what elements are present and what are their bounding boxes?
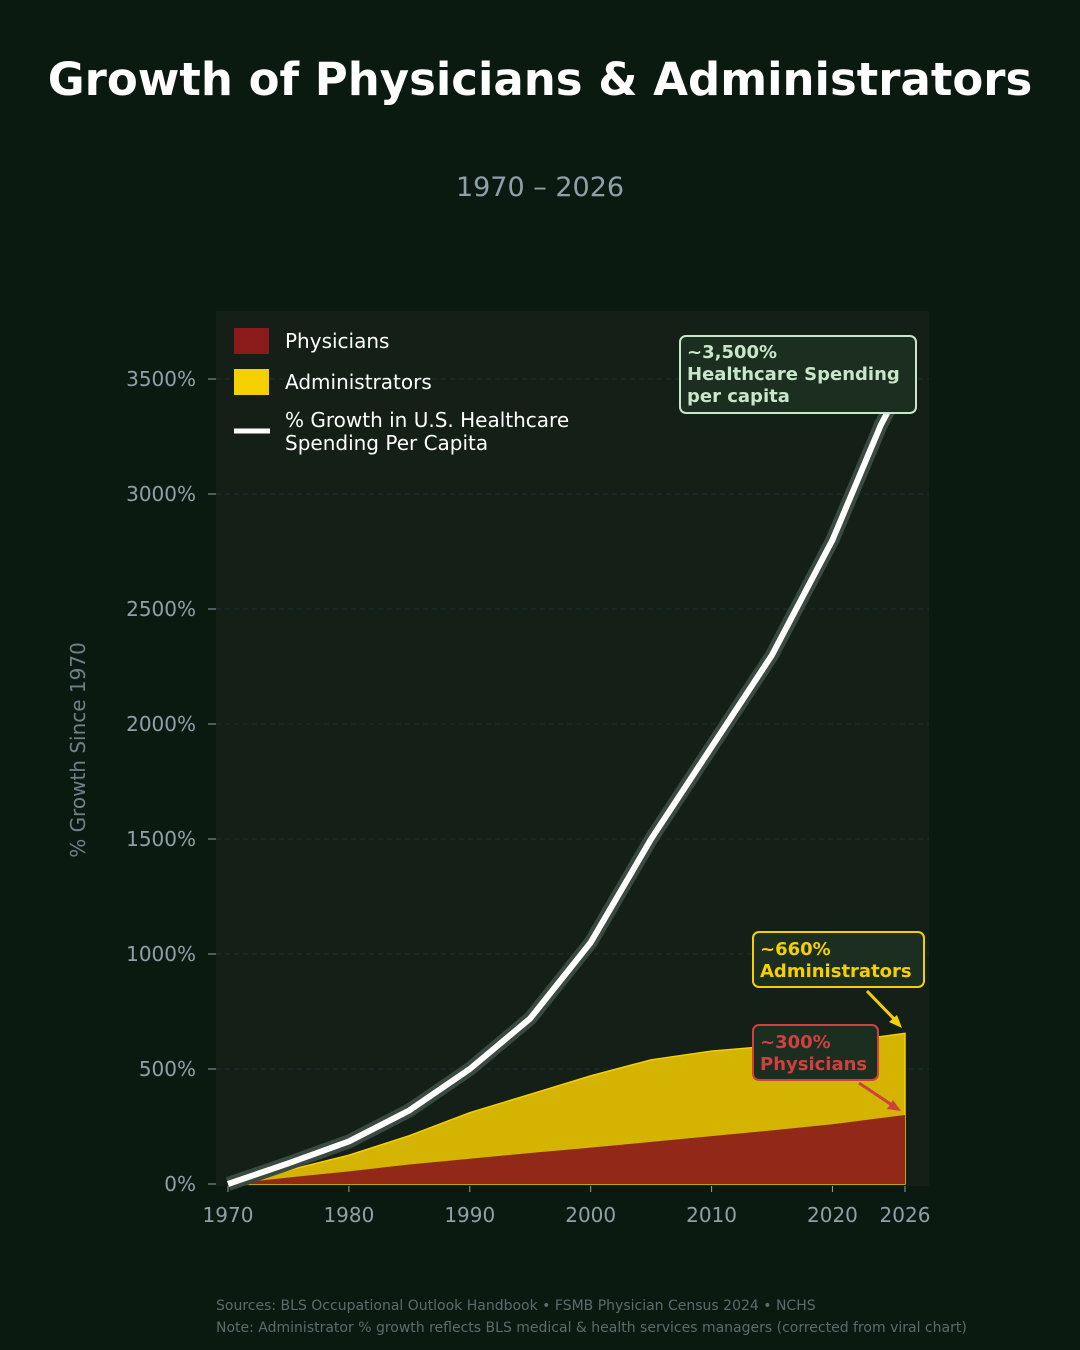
annotation-physicians: Physicians bbox=[760, 1054, 867, 1075]
x-tick-label: 2026 bbox=[880, 1203, 931, 1227]
legend-label-administrators: Administrators bbox=[285, 370, 432, 394]
chart-title: Growth of Physicians & Administrators bbox=[47, 53, 1033, 106]
x-tick-label: 2010 bbox=[686, 1203, 737, 1227]
y-tick-label: 3000% bbox=[126, 482, 196, 506]
annotation-physicians: ~300% bbox=[760, 1032, 831, 1053]
arrow-administrators bbox=[865, 989, 900, 1025]
annotation-box-physicians bbox=[752, 1024, 879, 1081]
correction-note: Note: Administrator % growth reflects BL… bbox=[216, 1320, 967, 1336]
y-tick-label: 2000% bbox=[126, 712, 196, 736]
legend-label-spending: % Growth in U.S. Healthcare bbox=[285, 408, 569, 432]
x-tick-label: 1990 bbox=[444, 1203, 495, 1227]
y-tick-label: 500% bbox=[139, 1057, 196, 1081]
sources-note: Sources: BLS Occupational Outlook Handbo… bbox=[216, 1298, 816, 1314]
x-tick-label: 1980 bbox=[323, 1203, 374, 1227]
y-tick-label: 2500% bbox=[126, 597, 196, 621]
annotation-box-administrators bbox=[752, 931, 925, 988]
legend-swatch-administrators bbox=[234, 369, 269, 395]
legend-label-spending-cont: Spending Per Capita bbox=[285, 431, 488, 455]
annotation-administrators: ~660% bbox=[760, 939, 831, 960]
arrow-physicians bbox=[858, 1081, 896, 1109]
legend-label-physicians: Physicians bbox=[285, 329, 389, 353]
chart-subtitle: 1970 – 2026 bbox=[455, 172, 625, 203]
x-tick-label: 1970 bbox=[203, 1203, 254, 1227]
y-tick-label: 3500% bbox=[126, 367, 196, 391]
annotation-administrators: Administrators bbox=[760, 961, 912, 982]
legend-swatch-physicians bbox=[234, 328, 269, 354]
y-tick-label: 0% bbox=[164, 1172, 196, 1196]
x-tick-label: 2020 bbox=[807, 1203, 858, 1227]
physicians-area bbox=[228, 1115, 905, 1184]
y-axis-label: % Growth Since 1970 bbox=[66, 642, 90, 858]
arrowhead-physicians bbox=[887, 1100, 901, 1111]
annotation-box-spending bbox=[679, 335, 917, 414]
y-tick-label: 1500% bbox=[126, 827, 196, 851]
annotation-spending: Healthcare Spending bbox=[687, 364, 900, 385]
x-tick-label: 2000 bbox=[565, 1203, 616, 1227]
y-tick-label: 1000% bbox=[126, 942, 196, 966]
annotation-spending: ~3,500% bbox=[687, 342, 777, 363]
arrowhead-administrators bbox=[889, 1015, 902, 1028]
annotation-spending: per capita bbox=[687, 386, 790, 407]
